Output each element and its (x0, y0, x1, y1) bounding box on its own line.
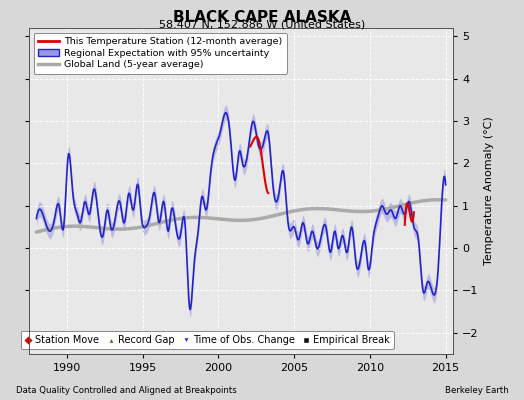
Text: Berkeley Earth: Berkeley Earth (444, 386, 508, 395)
Text: Data Quality Controlled and Aligned at Breakpoints: Data Quality Controlled and Aligned at B… (16, 386, 236, 395)
Legend: Station Move, Record Gap, Time of Obs. Change, Empirical Break: Station Move, Record Gap, Time of Obs. C… (20, 331, 394, 349)
Text: BLACK CAPE ALASKA: BLACK CAPE ALASKA (173, 10, 351, 25)
Y-axis label: Temperature Anomaly (°C): Temperature Anomaly (°C) (484, 117, 494, 265)
Text: 58.407 N, 152.886 W (United States): 58.407 N, 152.886 W (United States) (159, 19, 365, 29)
